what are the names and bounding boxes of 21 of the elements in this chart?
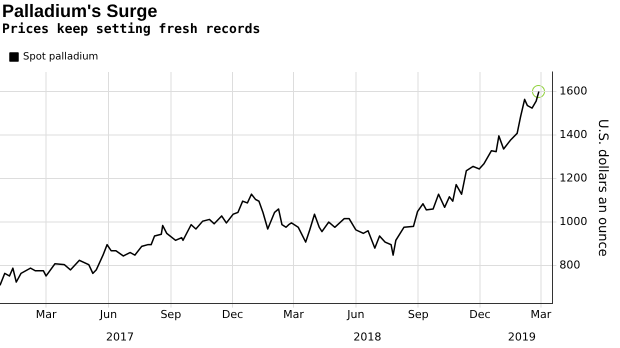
x-tick-label: Mar <box>530 308 552 322</box>
x2-tick-label: 2017 <box>106 330 134 344</box>
y-tick-label: 1200 <box>559 171 588 184</box>
x2-tick-label: 2019 <box>508 330 536 344</box>
x-tick-label: Mar <box>36 308 57 322</box>
y-tick-label: 800 <box>559 258 580 272</box>
y-tick-label: 1400 <box>559 128 588 141</box>
x-tick-label: Jun <box>346 308 364 322</box>
chart-title: Palladium's Surge <box>2 1 158 22</box>
x-tick-label: Mar <box>283 308 304 322</box>
x-tick-label: Sep <box>160 308 182 322</box>
x-tick-label: Dec <box>222 308 244 322</box>
x-tick-label: Sep <box>408 308 429 322</box>
y-axis-title: U.S. dollars an ounce <box>594 118 610 257</box>
x-tick-label: Jun <box>98 308 118 322</box>
x-tick-label: Dec <box>469 308 491 322</box>
chart-subtitle: Prices keep setting fresh records <box>2 22 260 37</box>
x2-tick-label: 2018 <box>353 330 382 344</box>
legend-label: Spot palladium <box>23 52 98 63</box>
y-tick-label: 1000 <box>559 214 588 228</box>
y-tick-label: 1600 <box>559 84 588 98</box>
